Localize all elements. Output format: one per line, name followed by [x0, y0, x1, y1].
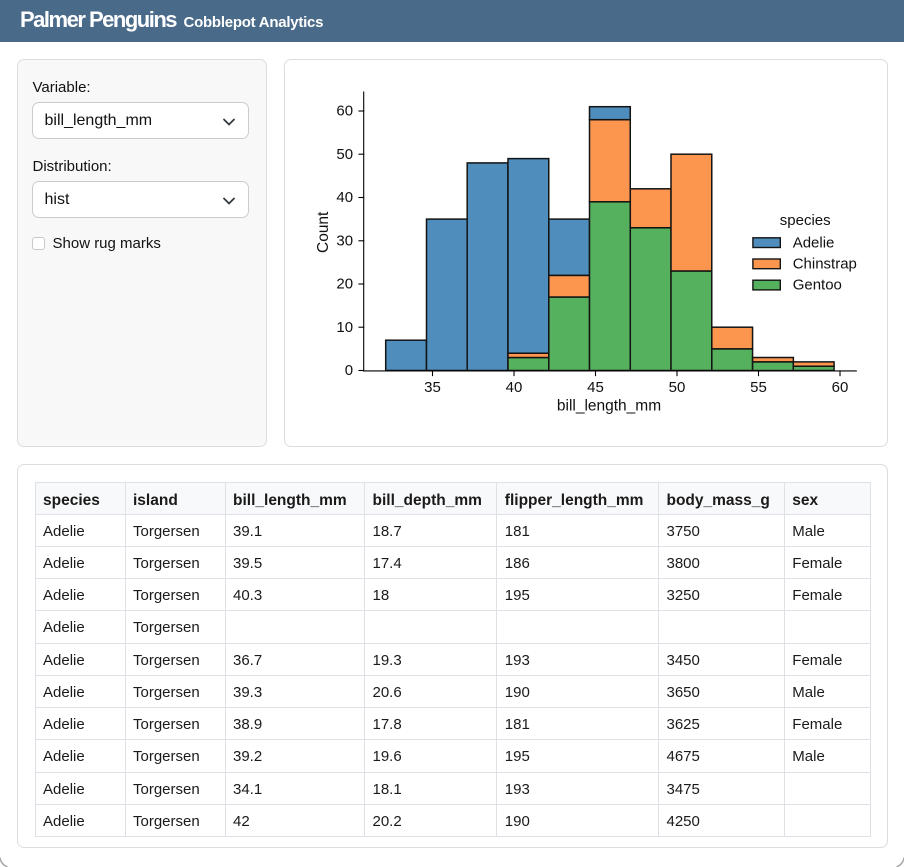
svg-text:50: 50 — [668, 378, 685, 395]
svg-text:50: 50 — [336, 145, 353, 162]
svg-text:bill_length_mm: bill_length_mm — [556, 397, 660, 414]
svg-text:10: 10 — [336, 318, 353, 335]
svg-text:60: 60 — [831, 378, 848, 395]
svg-text:45: 45 — [587, 378, 604, 395]
svg-text:35: 35 — [424, 378, 441, 395]
svg-text:40: 40 — [336, 189, 353, 206]
svg-text:20: 20 — [336, 275, 353, 292]
svg-text:60: 60 — [336, 102, 353, 119]
svg-text:55: 55 — [750, 378, 767, 395]
svg-text:Adelie: Adelie — [792, 234, 834, 251]
svg-text:0: 0 — [344, 362, 352, 379]
svg-text:Chinstrap: Chinstrap — [792, 255, 856, 272]
svg-text:Gentoo: Gentoo — [792, 276, 841, 293]
svg-text:30: 30 — [336, 232, 353, 249]
svg-text:Count: Count — [314, 210, 331, 252]
svg-text:40: 40 — [505, 378, 522, 395]
svg-text:species: species — [779, 212, 830, 229]
